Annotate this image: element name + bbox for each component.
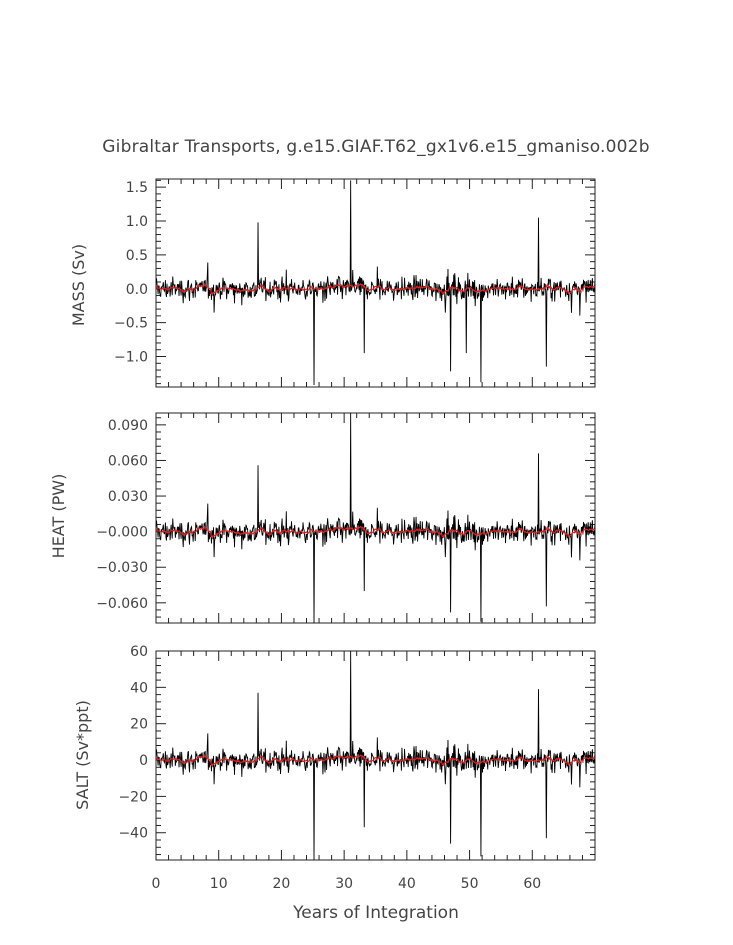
x-tick-label: 40 [398,876,416,892]
y-tick-label: 0.0 [126,282,148,298]
y-tick-label: −0.030 [96,560,148,576]
y-tick-label: 0.030 [108,489,148,505]
x-tick-label: 0 [152,876,161,892]
x-axis-label: Years of Integration [292,903,459,923]
panel-heat: HEAT (PW) 0.090 0.060 0.030 −0.000 −0.030 −0.… [49,412,596,624]
plot-frame [155,412,596,624]
y-tick-label: 0 [139,753,148,769]
y-tick-label: −1.0 [114,350,148,366]
series-smoothed-heat [156,525,595,539]
y-tick-label: −0.5 [114,316,148,332]
y-tick-label: −40 [118,826,148,842]
y-tick-label: −0.000 [96,525,148,541]
y-tick-label: 1.0 [126,214,148,230]
chart-title: Gibraltar Transports, g.e15.GIAF.T62_gx1… [102,137,649,157]
series-monthly-heat [156,413,595,623]
y-tick-label: 1.5 [126,180,148,196]
axes-salt: 60 40 20 0 −20 −40 0 10 20 30 40 50 60 [118,644,596,892]
x-tick-label: 20 [273,876,291,892]
panel-mass: MASS (Sv) 1.5 1.0 0.5 0.0 −0.5 −1.0 [69,178,596,388]
y-axis-label-salt: SALT (Sv*ppt) [73,700,92,810]
x-tick-label: 50 [461,876,479,892]
y-tick-label: 0.060 [108,453,148,469]
series-smoothed-mass [156,282,595,295]
y-tick-label: −20 [118,789,148,805]
series-monthly-mass [156,180,595,385]
y-tick-label: 60 [130,644,148,660]
x-tick-label: 10 [210,876,228,892]
series-monthly-salt [156,651,595,860]
y-tick-label: −0.060 [96,596,148,612]
y-axis-label-heat: HEAT (PW) [49,474,68,559]
y-tick-label: 40 [130,680,148,696]
series-smoothed-salt [156,753,595,767]
plot-frame [155,650,596,861]
panel-salt: SALT (Sv*ppt) 60 40 20 0 −20 −40 0 10 20 30 40 50 60 [73,644,596,892]
y-tick-label: 0.5 [126,248,148,264]
plot-frame [155,178,596,388]
axes-heat: 0.090 0.060 0.030 −0.000 −0.030 −0.060 [96,412,596,624]
y-axis-label-mass: MASS (Sv) [69,244,88,326]
x-tick-label: 60 [523,876,541,892]
axes-mass: 1.5 1.0 0.5 0.0 −0.5 −1.0 [114,178,596,388]
x-tick-label: 30 [335,876,353,892]
y-tick-label: 20 [130,717,148,733]
y-tick-label: 0.090 [108,418,148,434]
